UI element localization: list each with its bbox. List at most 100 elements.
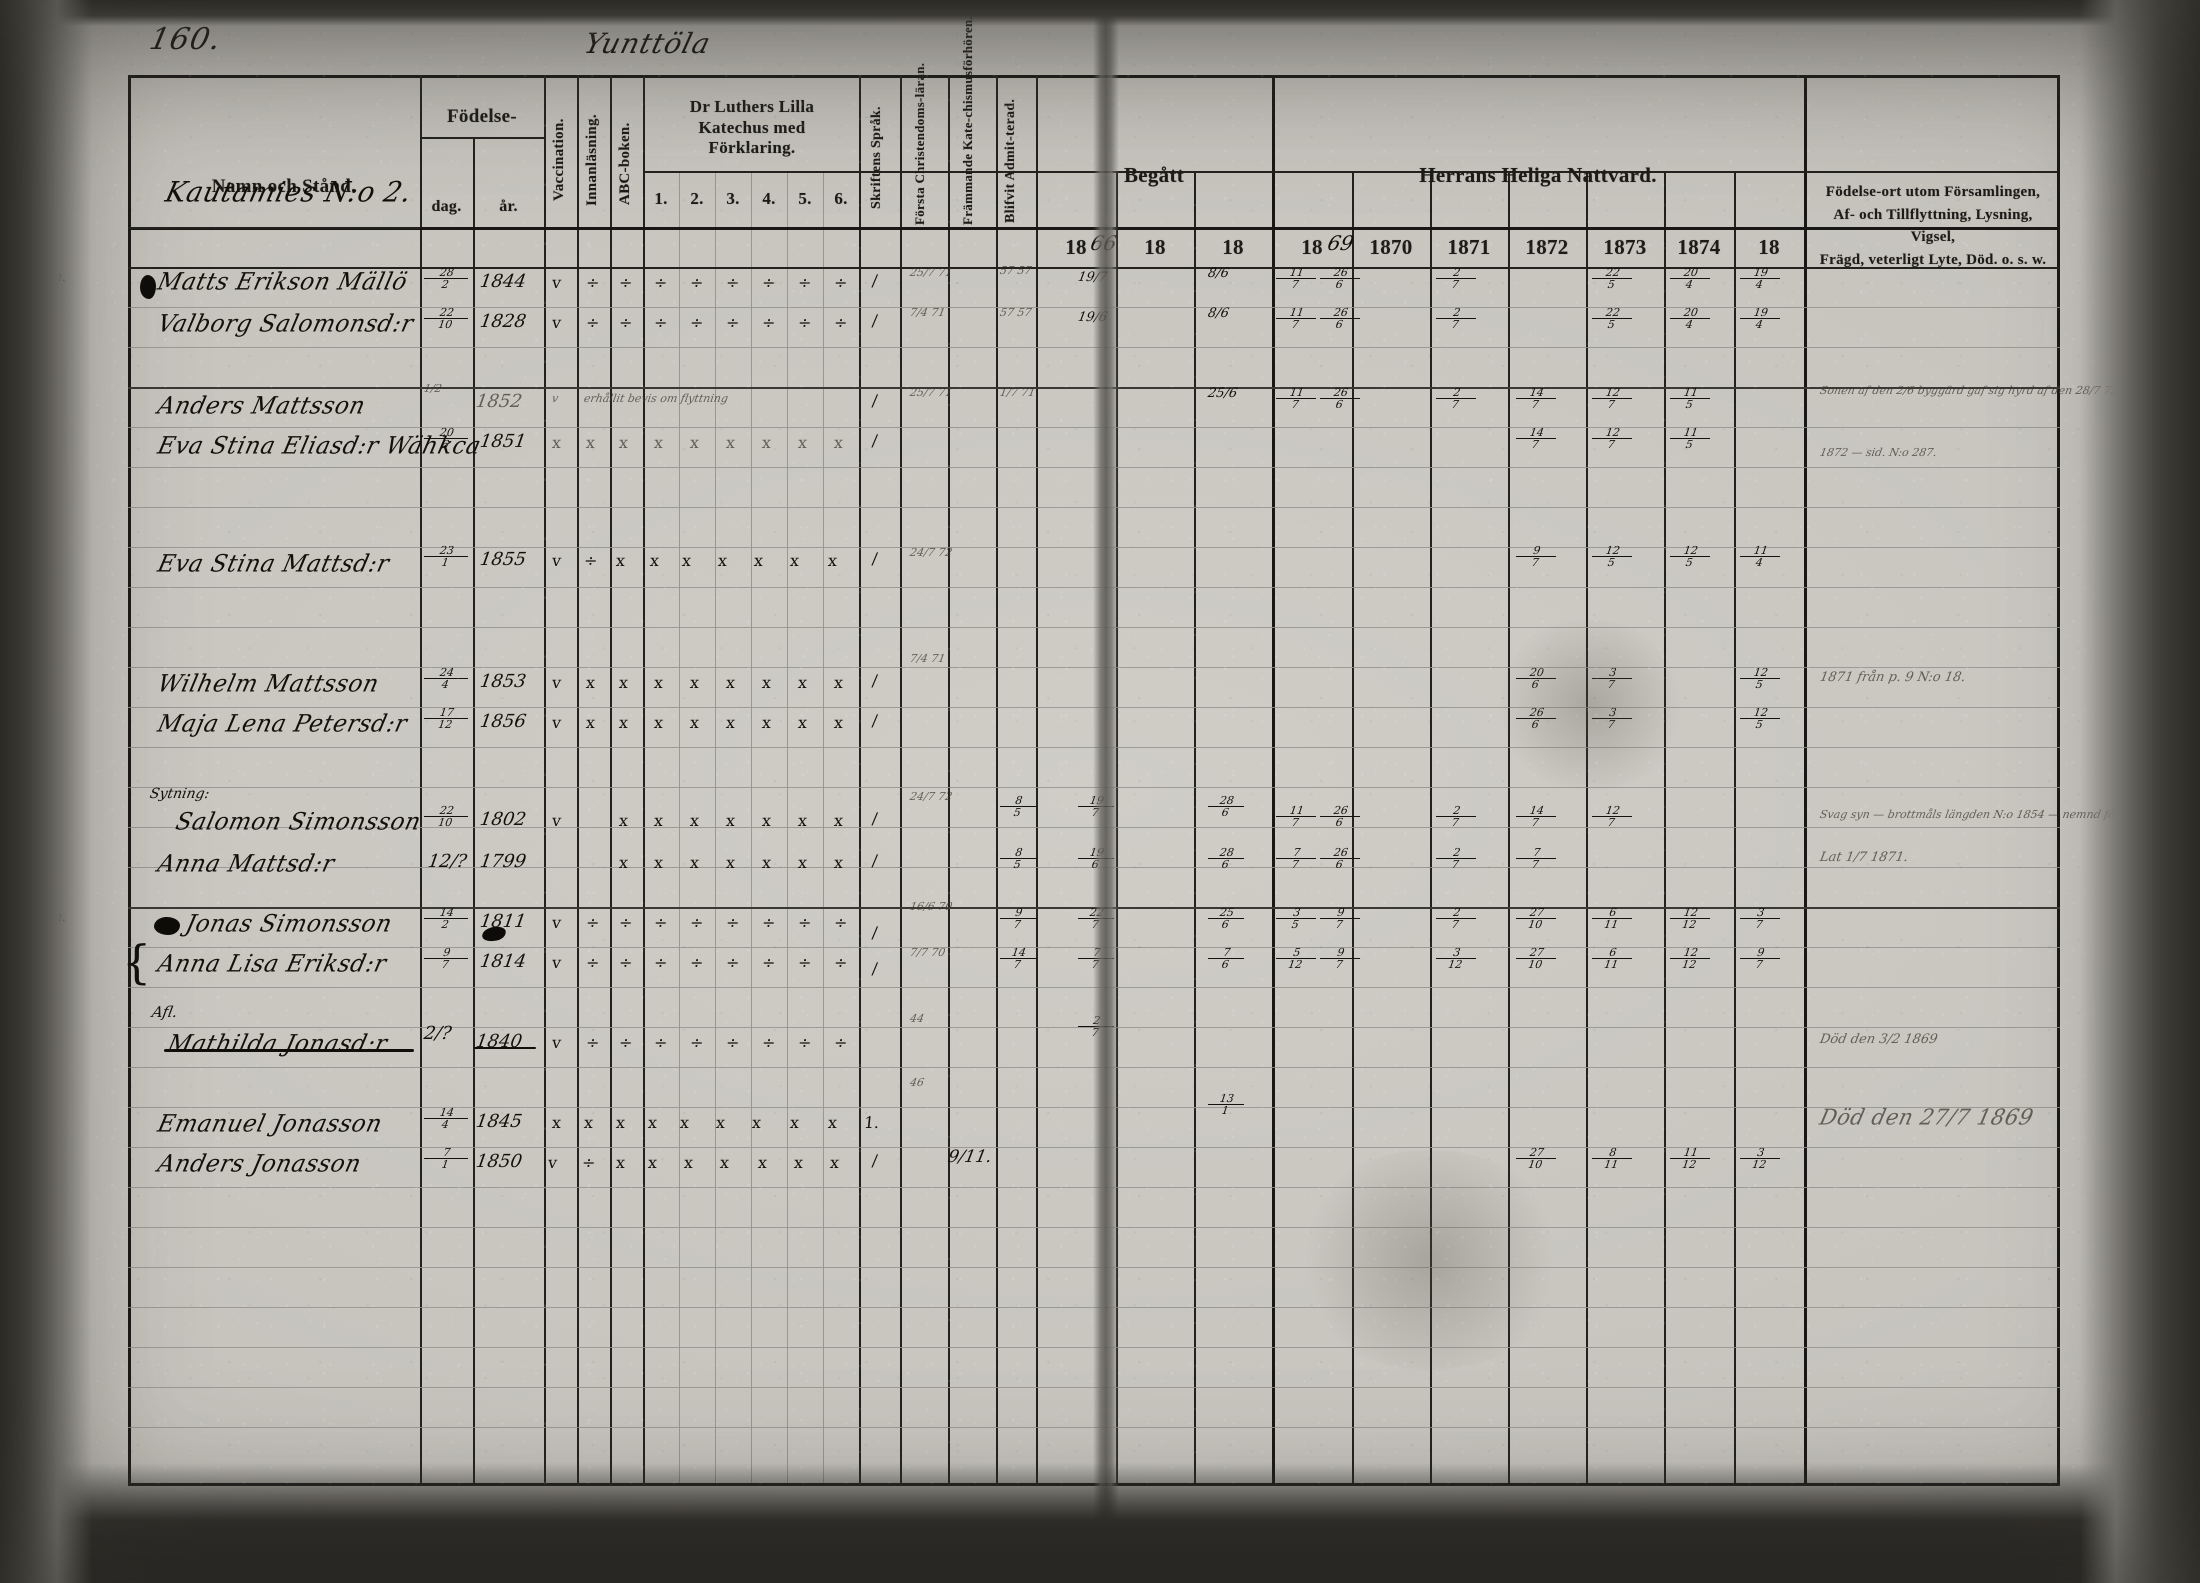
cat-mark: x: [751, 1113, 763, 1132]
row-rule: [128, 1427, 2060, 1428]
person-name: Maja Lena Petersd:r: [154, 710, 410, 738]
birth-day: 12/?: [426, 851, 469, 872]
cat-mark: x: [797, 433, 809, 452]
cat-mark: ÷: [833, 273, 849, 292]
vaccination-mark: v: [547, 1153, 559, 1172]
person-name: Jonas Simonsson: [182, 910, 395, 938]
cat-mark: x: [827, 551, 839, 570]
cat-mark: x: [761, 433, 773, 452]
header-blifvit-admitterad: Blifvit Admit-terad.: [1003, 98, 1018, 224]
vaccination-mark: v: [551, 673, 563, 692]
row-rule: [128, 1187, 2060, 1188]
cat-mark: x: [833, 713, 845, 732]
cat-mark: ÷: [725, 1033, 741, 1052]
vaccination-mark: v: [551, 273, 563, 292]
note-entry: Lat 1/7 1871.: [1818, 850, 1910, 865]
header-cat-3: 3.: [726, 189, 740, 208]
cat-mark: ÷: [761, 1033, 777, 1052]
cat-mark: ÷: [725, 313, 741, 332]
ink-blot: [154, 917, 180, 935]
year-nattvard-4: 1872: [1525, 235, 1569, 259]
cat-mark: x: [725, 853, 737, 872]
birth-year: 1828: [478, 311, 528, 332]
birth-year: 1855: [478, 549, 528, 570]
cat-mark: x: [833, 853, 845, 872]
header-skriftens-sprak: Skriftens Språk.: [869, 106, 884, 210]
birth-year: 1844: [478, 271, 528, 292]
cat-mark: x: [833, 433, 845, 452]
vaccination-mark: v: [551, 811, 563, 830]
year-begatt-2: 18: [1144, 235, 1166, 259]
cat-mark: ÷: [653, 1033, 669, 1052]
innanlasning-mark: ÷: [585, 273, 601, 292]
col-rule-begatt-end: [1272, 75, 1275, 1485]
person-name: Wilhelm Mattsson: [154, 670, 382, 698]
header-begatt: Begått: [1123, 163, 1185, 187]
cat-mark: x: [715, 1113, 727, 1132]
vaccination-mark: x: [551, 1113, 563, 1132]
cat-mark: x: [829, 1153, 841, 1172]
cat-mark: ÷: [689, 953, 705, 972]
begatt-entry: 8/6: [1206, 306, 1231, 321]
header-cat-6: 6.: [834, 189, 848, 208]
cat-mark: x: [789, 551, 801, 570]
sprak-mark: /: [871, 271, 879, 290]
cat-mark: x: [827, 1113, 839, 1132]
innanlasning-mark: ÷: [585, 953, 601, 972]
header-vaccination: Vaccination.: [551, 118, 567, 202]
cat-mark: ÷: [797, 273, 813, 292]
cat-mark: x: [725, 811, 737, 830]
strikethrough: [164, 1049, 414, 1052]
col-rule-frammande: [996, 75, 998, 1485]
birth-year: 1802: [478, 809, 528, 830]
abc-mark: ÷: [618, 1033, 634, 1052]
cat-mark: x: [757, 1153, 769, 1172]
cat-mark: ÷: [689, 273, 705, 292]
cat-mark: x: [647, 1153, 659, 1172]
header-innanlasning: Innanläsning.: [584, 114, 600, 206]
year-begatt-prefix-1: 18: [1065, 235, 1087, 259]
year-begatt-1-handwritten: 66: [1088, 231, 1120, 255]
table-right-border: [2057, 75, 2060, 1485]
innanlasning-mark: ÷: [583, 551, 599, 570]
birth-year: 1852: [474, 391, 524, 412]
begatt-entry: 8/6: [1206, 266, 1231, 281]
year-nattvard-5: 1873: [1603, 235, 1647, 259]
person-name: Salomon Simonsson: [172, 808, 424, 836]
cat-mark: x: [761, 811, 773, 830]
cat-mark: x: [797, 713, 809, 732]
header-forsta-christendom: Första Christendoms-läran.: [912, 62, 927, 225]
row-rule: [128, 627, 2060, 628]
register-table: Namn och Stånd. Födelse- dag. år. Vaccin…: [35, 16, 2200, 1486]
vaccination-mark: v: [551, 913, 563, 932]
sprak-mark: /: [871, 671, 879, 690]
header-cat-5: 5.: [798, 189, 812, 208]
farm-heading: Kautamies N:o 2.: [162, 176, 415, 209]
note-entry: Död den 27/7 1869: [1817, 1104, 2037, 1130]
cat-mark: ÷: [653, 273, 669, 292]
person-name: Anders Mattsson: [154, 392, 369, 420]
christendom-entry: 7/4 71: [908, 306, 947, 319]
header-fodelse-ar: år.: [499, 198, 518, 215]
christendom-entry: 9/11.: [946, 1147, 994, 1167]
admit-entry: 57 57: [998, 306, 1033, 319]
abc-mark: x: [615, 1153, 627, 1172]
christendom-entry: 24/7 72: [908, 790, 954, 803]
person-name: Matts Erikson Mällö: [154, 268, 411, 296]
birth-year: 1799: [478, 851, 528, 872]
row-rule: [128, 1347, 2060, 1348]
row-rule: [128, 1387, 2060, 1388]
innanlasning-mark: ÷: [585, 913, 601, 932]
cat-mark: x: [681, 551, 693, 570]
cat-mark: x: [789, 1113, 801, 1132]
vaccination-mark: v: [550, 392, 560, 405]
christendom-entry: 16/6 70: [908, 900, 954, 913]
cat-mark: x: [683, 1153, 695, 1172]
cat-mark: ÷: [725, 913, 741, 932]
strikethrough: [474, 1047, 536, 1049]
innanlasning-mark: ÷: [585, 313, 601, 332]
cat-mark: ÷: [725, 273, 741, 292]
table-top-border: [128, 75, 2060, 78]
parish-title: Yunttöla: [581, 27, 715, 60]
